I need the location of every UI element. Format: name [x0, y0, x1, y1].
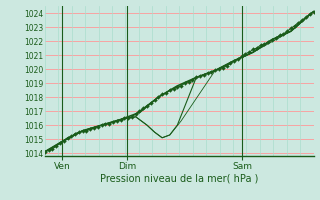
X-axis label: Pression niveau de la mer( hPa ): Pression niveau de la mer( hPa )	[100, 173, 258, 183]
